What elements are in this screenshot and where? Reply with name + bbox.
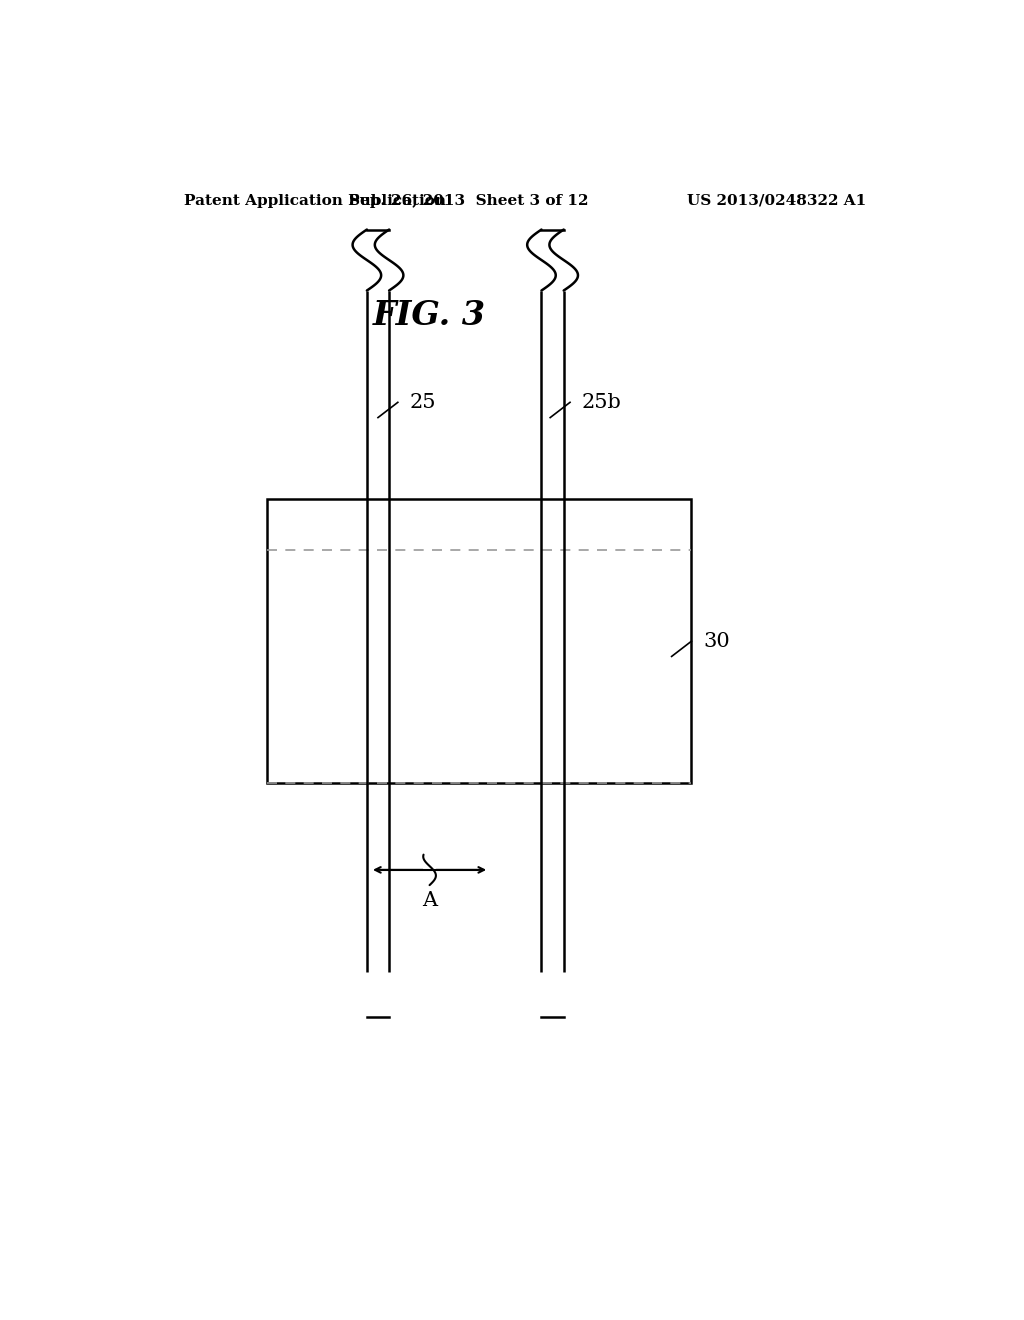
Bar — [267, 499, 691, 784]
Text: 25: 25 — [410, 393, 436, 412]
Text: 25b: 25b — [582, 393, 622, 412]
Text: FIG. 3: FIG. 3 — [373, 300, 486, 333]
Text: Patent Application Publication: Patent Application Publication — [183, 194, 445, 209]
Text: A: A — [422, 891, 437, 909]
Text: 30: 30 — [703, 632, 730, 651]
Text: US 2013/0248322 A1: US 2013/0248322 A1 — [687, 194, 866, 209]
Text: Sep. 26, 2013  Sheet 3 of 12: Sep. 26, 2013 Sheet 3 of 12 — [349, 194, 589, 209]
